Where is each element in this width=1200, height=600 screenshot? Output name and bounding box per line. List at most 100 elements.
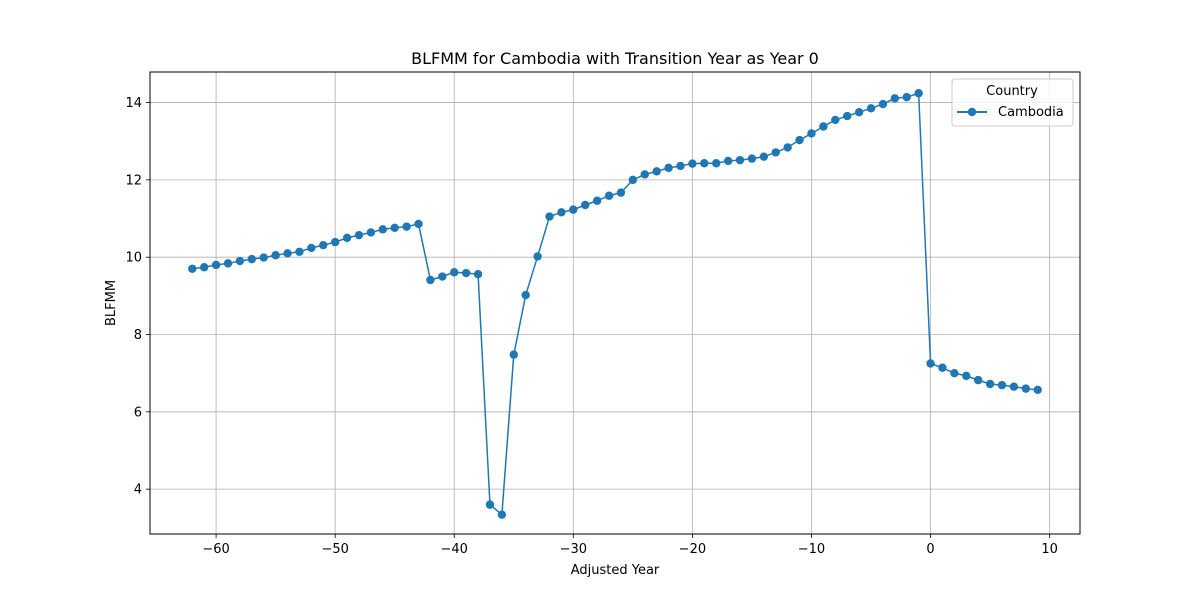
data-point	[1033, 385, 1042, 394]
data-point	[366, 228, 376, 237]
x-tick-label: −20	[679, 542, 706, 557]
data-point	[628, 175, 638, 185]
data-point	[1009, 382, 1019, 391]
data-point	[973, 375, 983, 385]
grid	[150, 72, 1080, 534]
data-point	[604, 191, 614, 200]
data-point	[783, 143, 792, 152]
data-point	[497, 510, 507, 519]
data-point	[664, 163, 673, 173]
data-point	[819, 122, 828, 131]
data-point	[735, 155, 745, 165]
data-point	[700, 159, 709, 168]
x-tick-label: 10	[1041, 542, 1058, 557]
data-point	[878, 99, 888, 109]
data-point	[843, 111, 852, 121]
x-tick-label: −60	[202, 542, 229, 557]
data-point	[1021, 384, 1031, 393]
data-point	[950, 368, 959, 378]
data-point	[866, 104, 876, 113]
data-point	[640, 170, 649, 179]
data-point	[902, 92, 911, 102]
legend-box	[951, 78, 1074, 127]
data-point	[378, 225, 387, 234]
data-point	[747, 154, 757, 163]
data-point	[569, 205, 578, 214]
x-tick-label: 0	[926, 542, 934, 557]
y-tick-label: 4	[134, 483, 142, 498]
data-point	[592, 196, 602, 205]
data-point	[795, 135, 804, 145]
data-point	[771, 148, 780, 157]
data-point	[854, 108, 864, 117]
data-point	[712, 159, 721, 168]
x-tick-label: −40	[441, 542, 468, 557]
chart-title: BLFMM for Cambodia with Transition Year …	[411, 49, 819, 68]
data-point	[533, 252, 542, 261]
data-point	[616, 188, 626, 197]
data-point	[188, 264, 197, 273]
axis-ticks: −60 −50 −40 −30 −20 −10 0 10 4 6 8 10 12 14	[125, 96, 1057, 557]
plot-frame	[149, 71, 1081, 535]
data-point	[509, 350, 518, 359]
data-point	[962, 371, 971, 381]
data-point	[426, 275, 435, 285]
data-point	[414, 219, 423, 229]
data-point	[307, 243, 316, 253]
data-point	[831, 115, 840, 125]
plot-area	[150, 72, 1080, 534]
data-point	[319, 241, 328, 250]
data-point	[211, 260, 221, 270]
data-point	[283, 249, 292, 258]
legend-title: Country	[986, 84, 1038, 99]
data-point	[688, 159, 697, 168]
data-point	[545, 212, 554, 221]
data-point	[247, 254, 257, 264]
data-point	[914, 89, 923, 98]
y-tick-label: 6	[134, 405, 142, 420]
data-point	[438, 272, 447, 281]
y-axis-label: BLFMM	[104, 280, 119, 326]
x-tick-label: −50	[321, 542, 348, 557]
data-point	[581, 200, 590, 210]
data-point	[652, 167, 661, 176]
data-point	[223, 259, 233, 268]
data-point	[402, 222, 411, 231]
data-point	[926, 359, 935, 368]
y-tick-label: 14	[125, 96, 142, 111]
data-point	[259, 253, 268, 262]
x-tick-label: −30	[560, 542, 587, 557]
data-point	[354, 230, 364, 240]
series-layer	[188, 89, 1042, 519]
data-point	[461, 268, 471, 278]
legend: Country Cambodia	[951, 78, 1074, 127]
data-point	[485, 500, 495, 509]
data-point	[759, 152, 769, 161]
data-point	[890, 94, 900, 103]
data-point	[342, 233, 352, 243]
data-point	[330, 237, 340, 247]
x-axis-label: Adjusted Year	[571, 563, 660, 578]
data-point	[985, 379, 995, 389]
y-tick-label: 10	[125, 251, 142, 266]
data-point	[473, 270, 483, 279]
data-point	[997, 380, 1007, 390]
y-tick-label: 8	[134, 328, 142, 343]
data-point	[557, 208, 566, 217]
data-point	[235, 256, 245, 266]
y-tick-label: 12	[125, 173, 142, 188]
data-point	[390, 223, 399, 232]
data-point	[676, 161, 685, 171]
x-tick-label: −10	[798, 542, 825, 557]
data-point	[938, 363, 947, 372]
data-point	[271, 251, 280, 260]
data-point	[295, 247, 304, 256]
data-point	[450, 268, 459, 277]
data-point	[199, 263, 209, 272]
data-point	[521, 290, 530, 300]
data-point	[723, 156, 733, 166]
data-point	[807, 129, 816, 138]
legend-marker-swatch	[967, 107, 977, 117]
